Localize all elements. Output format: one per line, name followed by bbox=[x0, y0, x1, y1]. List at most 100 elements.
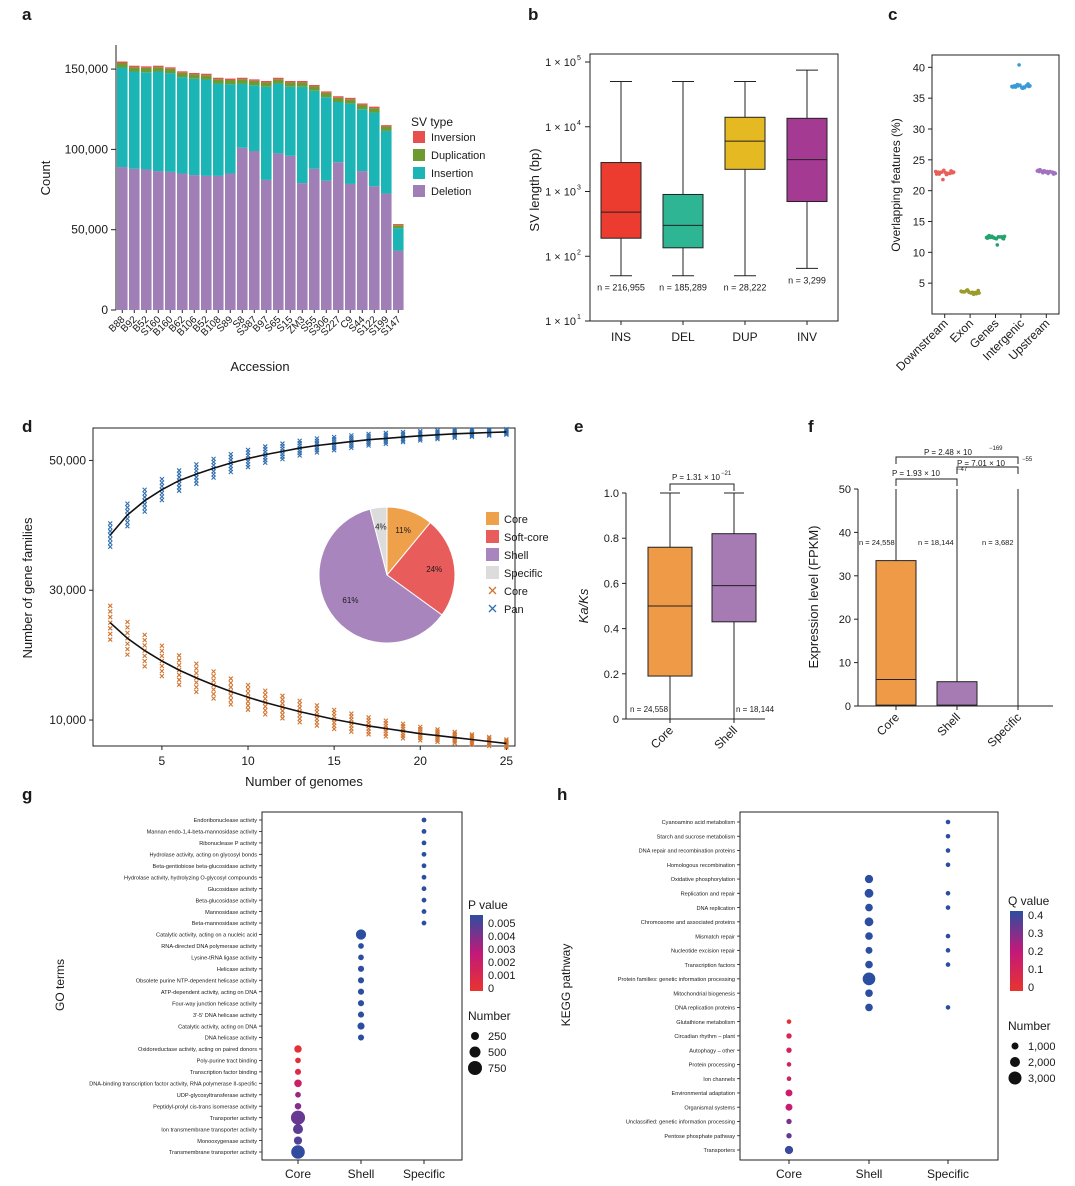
marker-pan bbox=[159, 494, 165, 500]
y-tick-label: Endoribonuclease activity bbox=[194, 818, 258, 824]
p-value-exponent: −55 bbox=[1022, 457, 1033, 463]
x-tick-label: 5 bbox=[159, 754, 166, 768]
marker-core bbox=[383, 718, 389, 723]
marker-core bbox=[297, 698, 303, 704]
y-tick-label: Pentose phosphate pathway bbox=[664, 1134, 735, 1140]
legend-swatch-insertion bbox=[413, 167, 425, 179]
marker-core bbox=[245, 690, 251, 696]
color-tick-label: 0.003 bbox=[488, 944, 516, 956]
bar-inversion bbox=[297, 80, 308, 83]
y-tick-label: Protein families: genetic information pr… bbox=[618, 977, 735, 983]
bar-insertion bbox=[309, 90, 320, 169]
y-tick-label: Starch and sucrose metabolism bbox=[657, 834, 736, 840]
marker-pan bbox=[125, 523, 130, 529]
bar-duplication bbox=[141, 67, 152, 73]
legend-title: SV type bbox=[411, 115, 453, 129]
data-point bbox=[945, 891, 951, 896]
plot-frame bbox=[931, 54, 1060, 315]
marker-pan bbox=[159, 480, 165, 486]
y-tick-label: 150,000 bbox=[65, 62, 109, 76]
marker-pan bbox=[400, 429, 406, 435]
size-legend-dot bbox=[469, 1046, 481, 1058]
marker-core bbox=[400, 721, 406, 727]
marker-core bbox=[245, 682, 251, 688]
y-tick-label: Oxidoreductase activity, acting on paire… bbox=[138, 1047, 257, 1053]
bar-duplication bbox=[237, 79, 248, 84]
legend-marker bbox=[488, 586, 497, 595]
marker-pan bbox=[452, 427, 458, 433]
marker-pan bbox=[280, 441, 285, 446]
significance-bracket bbox=[956, 466, 1019, 474]
data-point bbox=[937, 172, 942, 176]
x-tick-label: Core bbox=[285, 1167, 311, 1181]
marker-core bbox=[125, 646, 130, 652]
y-tick-label: Glutathione metabolism bbox=[676, 1020, 735, 1026]
y-tick-label: DNA replication proteins bbox=[675, 1006, 735, 1012]
marker-core bbox=[503, 737, 509, 742]
color-tick-label: 0.005 bbox=[488, 918, 516, 930]
data-point bbox=[357, 1011, 365, 1018]
marker-core bbox=[193, 666, 199, 671]
bar-duplication bbox=[129, 67, 140, 72]
marker-core bbox=[176, 672, 182, 678]
marker-core bbox=[193, 689, 199, 695]
bar-duplication bbox=[393, 225, 404, 229]
size-legend-dot bbox=[1008, 1071, 1022, 1085]
data-point bbox=[945, 905, 951, 910]
y-axis-label: Count bbox=[38, 160, 53, 195]
marker-core bbox=[211, 696, 216, 701]
data-point bbox=[291, 1145, 305, 1159]
x-tick-label: Shell bbox=[711, 723, 740, 752]
marker-core bbox=[280, 700, 285, 706]
data-point bbox=[997, 235, 1001, 239]
y-tick-label: Mannosidase activity bbox=[205, 910, 257, 916]
marker-pan bbox=[159, 490, 165, 496]
legend-label: Core bbox=[504, 586, 528, 598]
marker-pan bbox=[469, 428, 475, 434]
legend-swatch bbox=[486, 512, 499, 525]
bar-duplication bbox=[273, 79, 284, 84]
marker-pan bbox=[245, 447, 251, 453]
bar-duplication bbox=[345, 99, 356, 104]
color-tick-label: 0.1 bbox=[1028, 964, 1043, 976]
size-legend-label: 750 bbox=[488, 1063, 506, 1075]
pie-slice-shell bbox=[318, 508, 443, 644]
data-point bbox=[1028, 84, 1032, 88]
marker-core bbox=[125, 619, 130, 625]
data-point bbox=[1053, 171, 1058, 176]
y-tick-label: 0.6 bbox=[604, 578, 619, 590]
marker-core bbox=[297, 702, 303, 707]
pie-label: 24% bbox=[426, 565, 442, 574]
marker-core bbox=[262, 696, 268, 701]
marker-core bbox=[107, 637, 113, 642]
legend-swatch bbox=[486, 530, 499, 543]
y-axis-label: Expression level (FPKM) bbox=[806, 525, 821, 668]
data-point bbox=[865, 1003, 873, 1012]
bar-inversion bbox=[237, 77, 248, 80]
y-tick-label: Cyanoamino acid metabolism bbox=[662, 820, 736, 826]
color-tick-label: 0 bbox=[488, 983, 494, 995]
n-label: n = 24,558 bbox=[859, 538, 895, 547]
bar-insertion bbox=[321, 97, 332, 181]
marker-pan bbox=[331, 434, 337, 440]
marker-core bbox=[297, 716, 303, 722]
marker-core bbox=[228, 697, 234, 703]
y-tick-label: 0 bbox=[101, 303, 108, 317]
size-legend-dot bbox=[1011, 1042, 1019, 1050]
y-tick-label: Helicase activity bbox=[217, 967, 257, 973]
y-tick-label: Hydrolase activity, acting on glycosyl b… bbox=[150, 853, 258, 859]
y-tick-label: Autophagy – other bbox=[689, 1048, 735, 1054]
data-point bbox=[945, 962, 951, 967]
marker-pan bbox=[159, 497, 165, 503]
bar-inversion bbox=[357, 103, 368, 105]
y-tick-label: 5 bbox=[919, 278, 925, 290]
bar-deletion bbox=[333, 162, 344, 310]
y-tick-label: 0.4 bbox=[604, 624, 619, 636]
bar-deletion bbox=[321, 180, 332, 310]
y-tick-label: Ion transmembrane transporter activity bbox=[161, 1127, 257, 1133]
y-tick-label: 10 bbox=[839, 658, 851, 670]
marker-pan bbox=[400, 431, 406, 437]
marker-core bbox=[452, 738, 458, 744]
bar-deletion bbox=[141, 169, 152, 310]
bar-duplication bbox=[321, 92, 332, 98]
